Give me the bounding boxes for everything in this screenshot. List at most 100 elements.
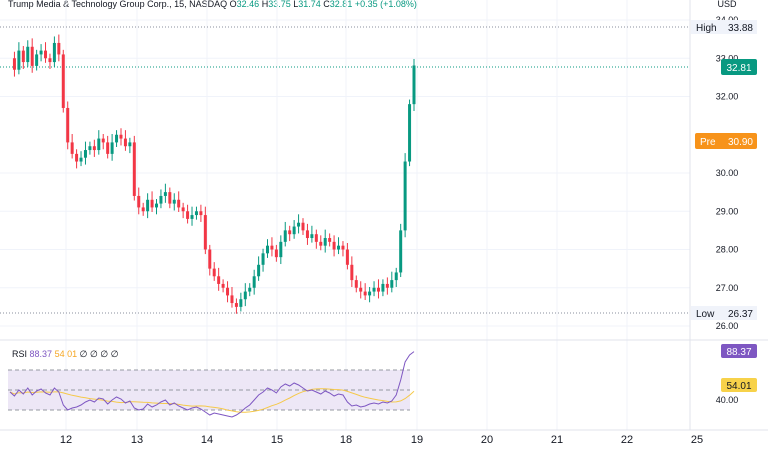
rsi-value: 88.37 (29, 349, 53, 359)
pre-market-tag: Pre 30.90 (695, 133, 757, 149)
rsi-line (9, 351, 415, 418)
time-axis-ticks: 12 13 14 15 18 19 20 21 22 25 (60, 434, 703, 446)
rsi-tag-value: 88.37 (726, 347, 751, 358)
horizontal-gridlines (0, 19, 690, 327)
candle-body (181, 207, 185, 212)
candle-body (301, 222, 305, 231)
candle-body (226, 287, 230, 296)
price-tick-label: 32.00 (716, 92, 739, 102)
candle-body (75, 153, 79, 162)
low-tag-label: Low (696, 309, 715, 320)
price-tick-label: 30.00 (716, 168, 739, 178)
candle-body (368, 291, 372, 296)
candle-body (230, 295, 234, 304)
candle-body (146, 199, 150, 212)
candle-body (270, 245, 274, 250)
candle-body (408, 104, 412, 162)
pre-tag-label: Pre (700, 137, 716, 148)
candle-body (168, 192, 172, 204)
low-price-tag: Low 26.37 (691, 306, 757, 320)
candle-body (21, 50, 25, 63)
time-tick-label: 13 (131, 434, 143, 446)
candle-body (155, 203, 159, 208)
candle-body (252, 276, 256, 288)
candle-body (265, 245, 269, 254)
candle-body (217, 276, 221, 284)
candle-body (194, 211, 198, 216)
rsi-extra-1: ∅ (79, 349, 88, 359)
low-label: L (293, 0, 299, 9)
candle-body (354, 280, 358, 288)
candle-body (399, 230, 403, 273)
candle-body (248, 287, 252, 292)
candle-body (92, 146, 96, 151)
time-tick-label: 22 (621, 434, 633, 446)
candle-body (345, 249, 349, 265)
candle-body (97, 138, 101, 151)
candle-body (150, 199, 154, 208)
candle-body (394, 272, 398, 281)
time-tick-label: 12 (60, 434, 72, 446)
candle-body (323, 238, 327, 246)
candle-body (261, 253, 265, 265)
candle-body (363, 291, 367, 296)
open-value: 32.46 (236, 0, 260, 9)
rsi-value-tag: 88.37 (721, 344, 757, 358)
candle-body (83, 150, 87, 158)
candle-body (172, 199, 176, 204)
currency-label: USD (717, 0, 737, 9)
candle-body (385, 283, 389, 288)
candle-body (177, 199, 181, 208)
candle-body (119, 134, 123, 139)
candle-body (101, 138, 105, 143)
rsi-axis-40: 40.00 (716, 395, 739, 405)
candle-body (412, 65, 416, 105)
candle-body (234, 303, 238, 307)
chart-legend: Trump Media & Technology Group Corp., 15… (8, 0, 417, 10)
candle-body (106, 142, 110, 154)
candle-body (44, 50, 48, 59)
candle-body (66, 107, 70, 143)
candle-body (39, 50, 43, 55)
low-tag-value: 26.37 (728, 309, 753, 320)
low-value: 31.74 (298, 0, 321, 9)
candle-body (110, 142, 114, 154)
price-tick-label: 28.00 (716, 245, 739, 255)
candle-body (292, 226, 296, 235)
rsi-label: RSI (12, 349, 28, 359)
close-label: C (323, 0, 330, 9)
symbol-title: Trump Media & Technology Group Corp., 15… (8, 0, 228, 9)
pre-tag-value: 30.90 (728, 137, 753, 148)
candle-body (239, 299, 243, 307)
candle-body (305, 230, 309, 239)
candle-body (403, 161, 407, 231)
open-label: O (229, 0, 237, 9)
rsi-extra-2: ∅ (89, 349, 98, 359)
time-tick-label: 19 (411, 434, 423, 446)
high-label: H (261, 0, 269, 9)
candle-body (297, 222, 301, 227)
candle-body (314, 234, 318, 242)
candle-body (341, 245, 345, 250)
rsi-ma-tag: 54.01 (721, 378, 757, 392)
candle-body (115, 134, 119, 143)
candle-body (52, 42, 56, 63)
candle-body (208, 249, 212, 269)
candle-body (128, 142, 132, 147)
candle-body (337, 245, 341, 250)
candle-body (350, 264, 354, 281)
candle-body (279, 241, 283, 258)
candle-body (137, 195, 141, 208)
candle-body (203, 215, 207, 250)
rsi-ma-line (9, 388, 415, 413)
candle-body (70, 142, 74, 154)
candle-body (17, 50, 21, 70)
high-tag-value: 33.88 (728, 23, 753, 34)
candle-body (12, 58, 16, 70)
change-value: +0.35 (+1.08%) (354, 0, 417, 9)
candle-body (199, 211, 203, 216)
vertical-gridlines (65, 0, 628, 430)
candle-body (257, 264, 261, 277)
candle-body (221, 283, 225, 288)
